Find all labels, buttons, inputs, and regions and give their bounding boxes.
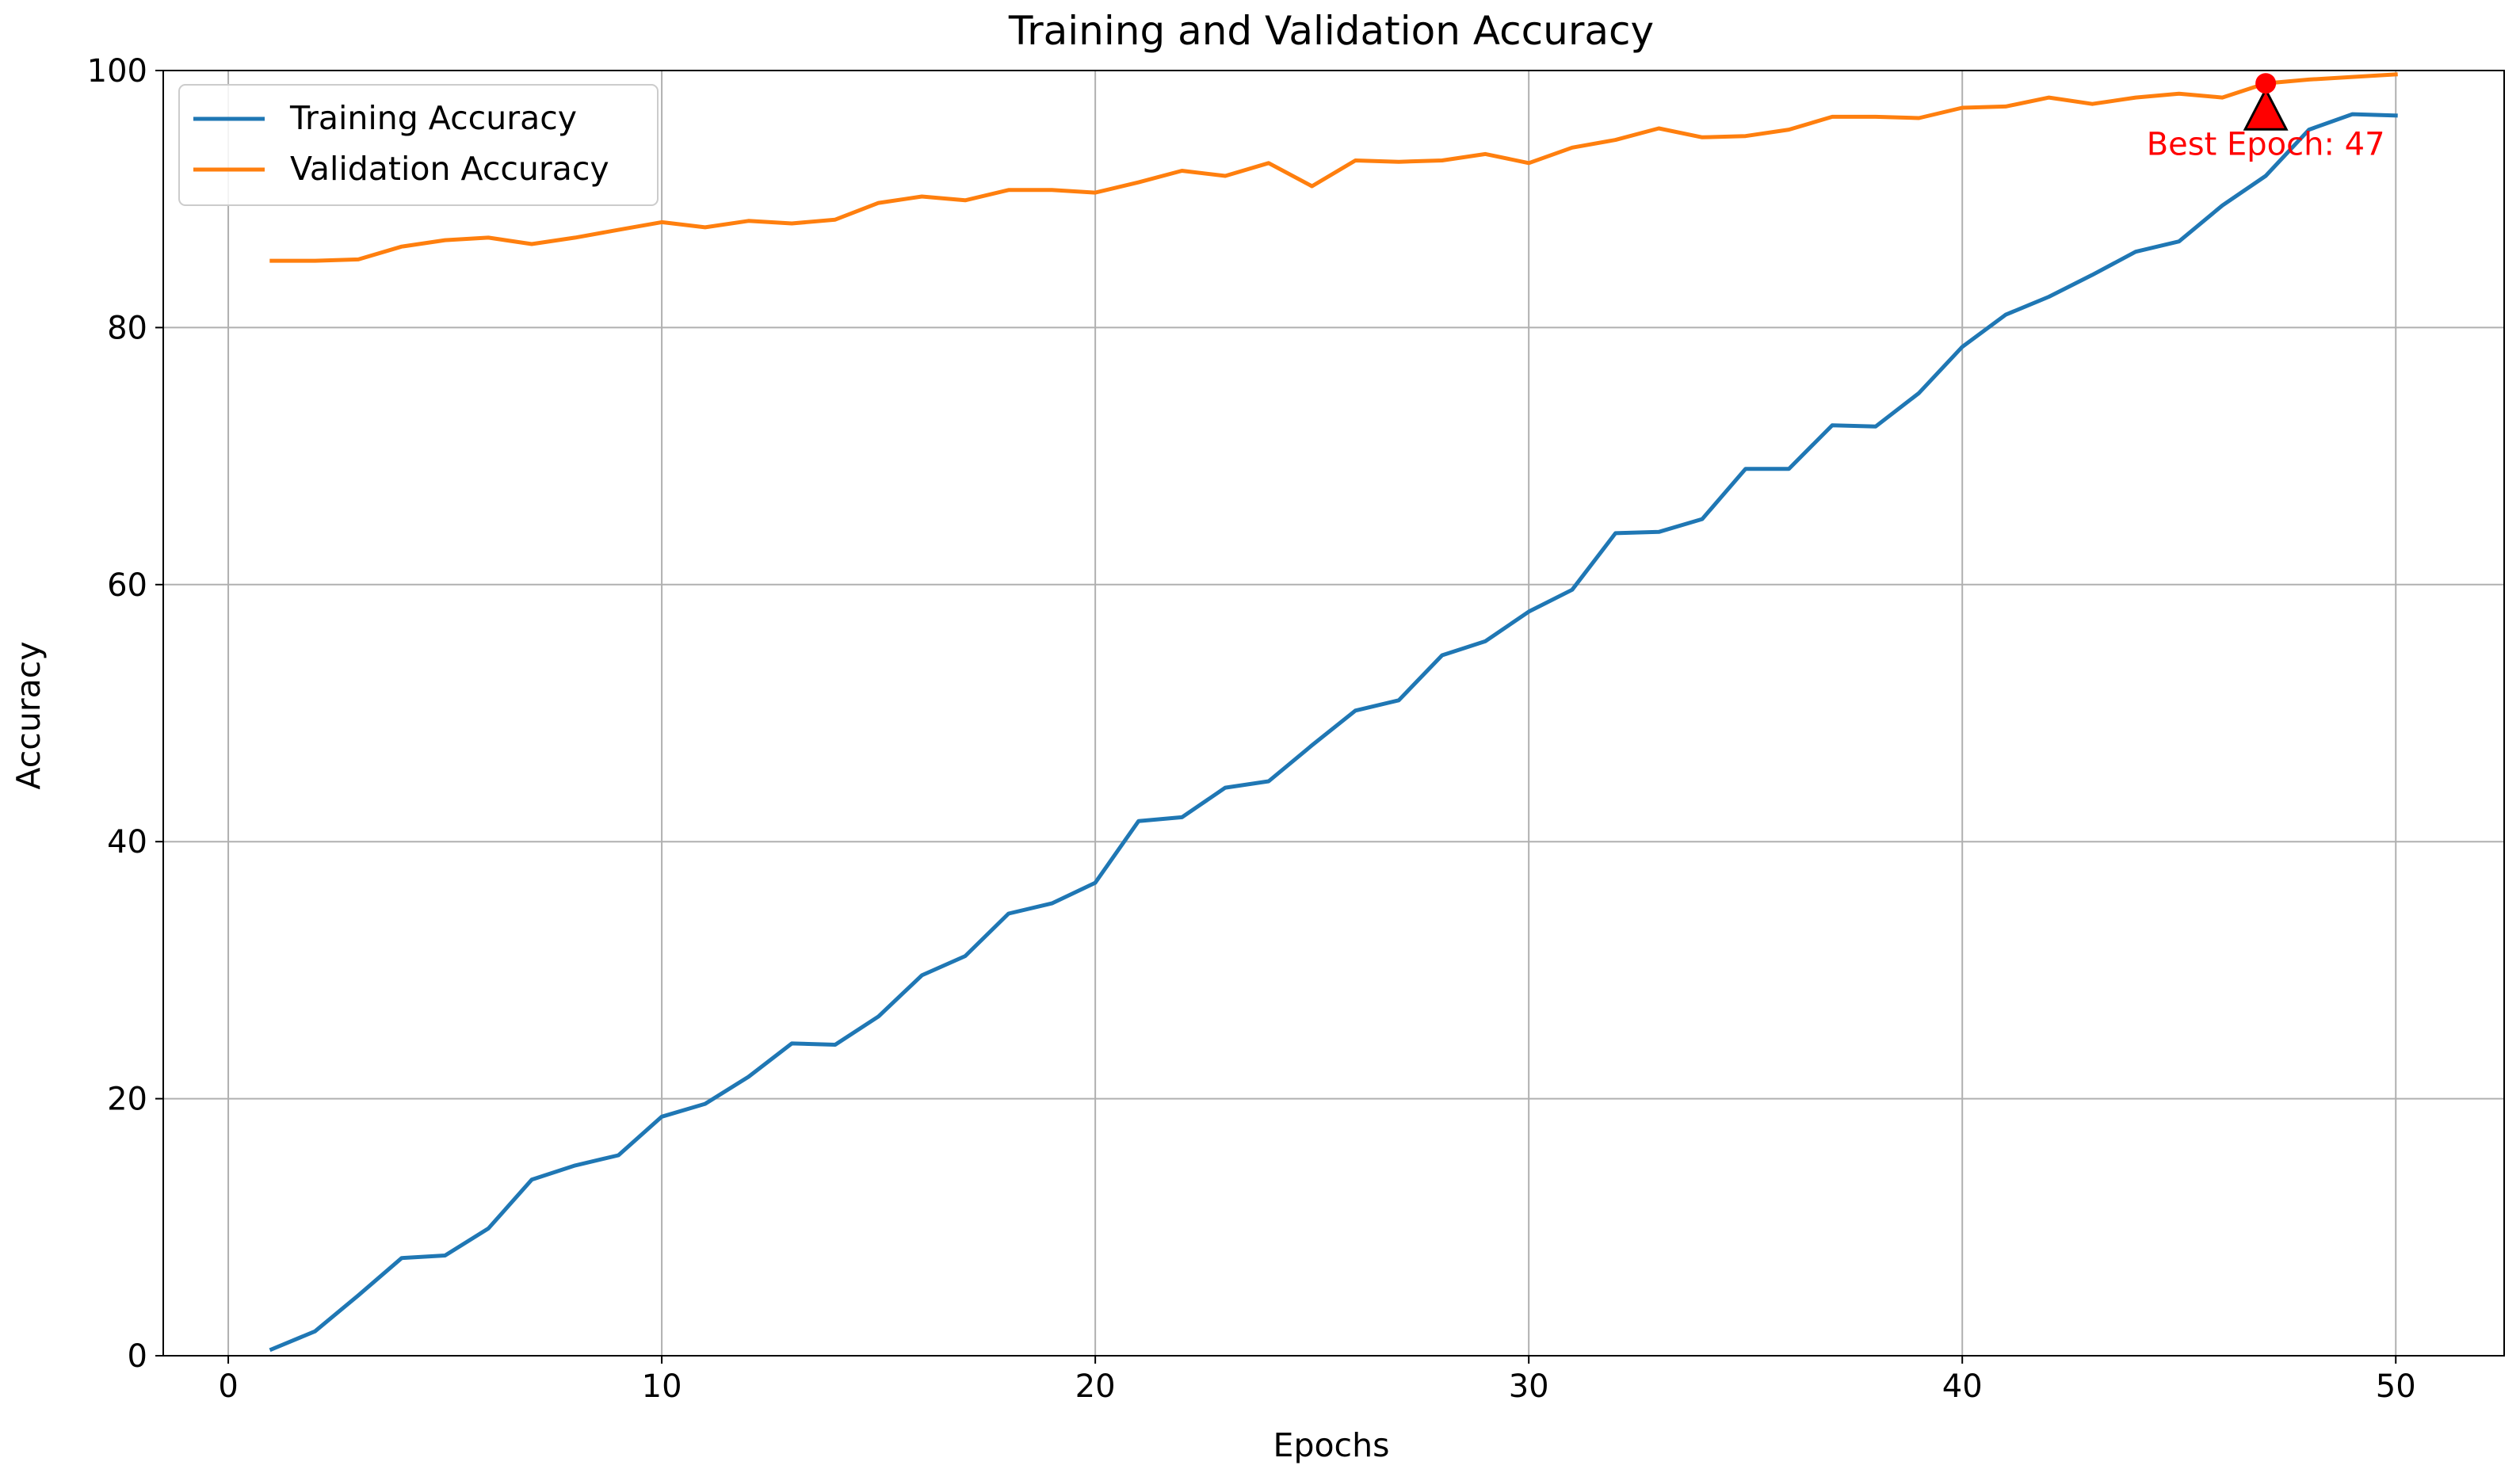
annotations: Best Epoch: 47 xyxy=(2147,73,2385,162)
y-tick-label: 20 xyxy=(107,1082,147,1118)
chart-title: Training and Validation Accuracy xyxy=(1008,8,1654,54)
y-tick-label: 60 xyxy=(107,567,147,604)
y-tick-label: 40 xyxy=(107,824,147,861)
axis-ticks: 0 10 20 30 40 50 0 20 40 60 80 100 xyxy=(87,53,2416,1405)
plot-frame xyxy=(162,70,2505,1357)
x-tick-label: 20 xyxy=(1075,1368,1116,1405)
x-tick-label: 50 xyxy=(2376,1368,2416,1405)
series-line-validation xyxy=(269,72,2398,263)
series-line-training xyxy=(269,112,2398,1353)
legend-box xyxy=(178,84,659,206)
x-tick-label: 30 xyxy=(1509,1368,1549,1405)
x-tick-label: 10 xyxy=(642,1368,682,1405)
y-tick-label: 80 xyxy=(107,310,147,346)
legend: Training Accuracy Validation Accuracy xyxy=(178,84,659,206)
y-tick-label: 0 xyxy=(128,1338,147,1375)
best-epoch-marker xyxy=(2255,73,2277,94)
best-epoch-arrow xyxy=(2243,86,2289,131)
legend-label-training: Training Accuracy xyxy=(289,99,577,137)
best-epoch-label: Best Epoch: 47 xyxy=(2147,126,2385,162)
series-lines xyxy=(269,72,2398,1353)
x-axis-label: Epochs xyxy=(1273,1426,1390,1464)
x-tick-label: 0 xyxy=(218,1368,238,1405)
y-tick-label: 100 xyxy=(87,53,147,90)
legend-label-validation: Validation Accuracy xyxy=(290,150,609,188)
x-tick-label: 40 xyxy=(1942,1368,1983,1405)
y-axis-label: Accuracy xyxy=(10,641,48,789)
